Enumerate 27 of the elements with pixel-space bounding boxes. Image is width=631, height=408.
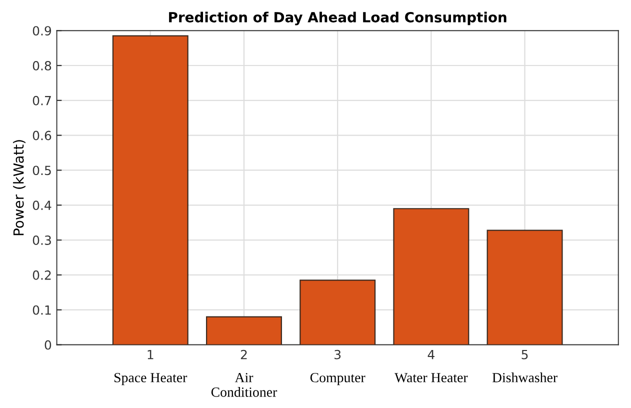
y-tick-label: 0.6 [32,130,52,140]
y-tick-label: 0.7 [32,96,51,106]
y-tick-label: 0.9 [32,26,52,36]
bar [206,316,282,345]
text: Dishwasher [492,372,558,382]
bar [112,35,188,345]
bar [486,230,563,345]
text: Air Conditioner [211,372,278,397]
x-tick-label: 4 [428,350,434,360]
y-tick-label: 0.8 [32,60,52,70]
y-tick-label: 0.3 [32,236,51,245]
x-tick-label: 2 [240,350,247,360]
x-tick-label: 1 [148,350,154,360]
chart-title: Prediction of Day Ahead Load Consumption [169,12,506,26]
y-tick-label: 0.5 [32,166,51,176]
y-tick-label: 0.1 [32,305,51,315]
y-tick-label: 0.2 [32,270,51,280]
y-tick-label: 0 [44,340,52,350]
text: Computer [310,372,366,386]
text: Space Heater [114,372,188,386]
text: Water Heater [394,373,468,382]
x-tick-label: 5 [522,350,528,360]
bar [393,208,470,345]
bar [300,280,376,345]
x-tick-label: 3 [334,350,341,360]
y-tick-label: 0.4 [32,200,52,210]
y-axis-title: Power (kWatt) [13,140,26,236]
